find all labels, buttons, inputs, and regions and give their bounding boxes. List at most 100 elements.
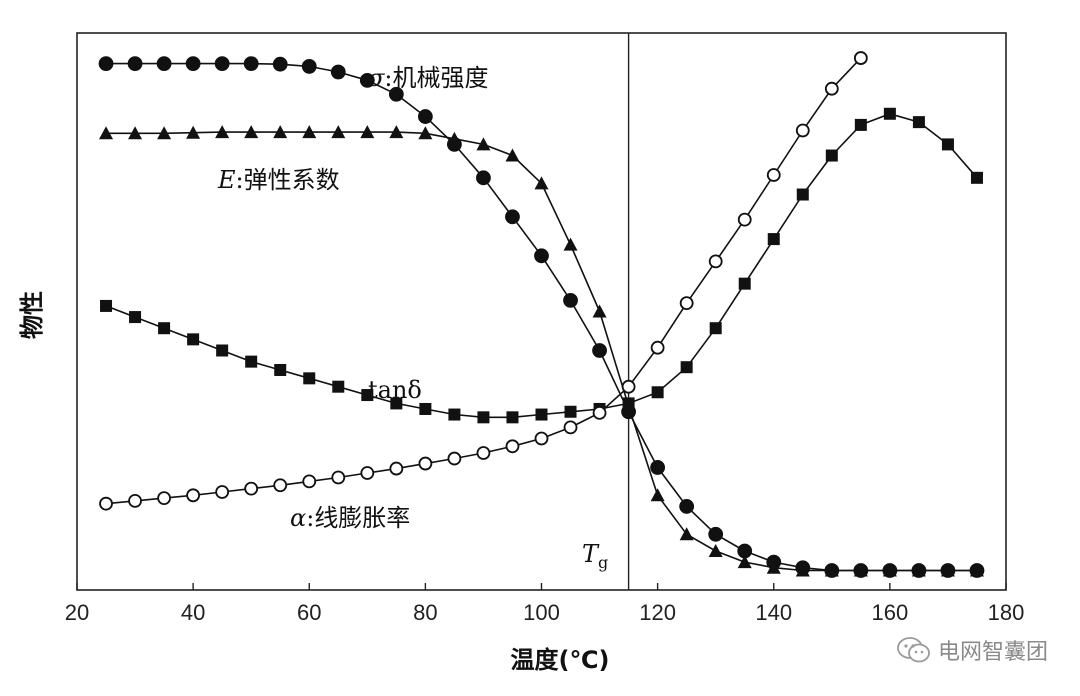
watermark: 电网智囊团 (896, 634, 1048, 666)
data-point-sigma (359, 72, 375, 88)
data-point-tan (564, 405, 577, 418)
data-point-alpha (273, 478, 288, 493)
x-tick-label: 40 (181, 600, 205, 625)
x-tick-label: 140 (755, 600, 792, 625)
data-point-tan (129, 311, 142, 324)
series-label-sigma-text: 机械强度 (392, 64, 488, 92)
data-point-E (273, 125, 288, 139)
series-layer (98, 51, 985, 578)
data-point-E (911, 563, 926, 577)
data-point-E (157, 126, 172, 140)
data-point-sigma (156, 56, 172, 72)
data-point-alpha (244, 481, 259, 496)
data-point-sigma (185, 56, 201, 72)
data-point-tan (622, 397, 635, 410)
data-point-tan (883, 107, 896, 120)
series-label-E-text: 弹性系数 (244, 166, 340, 194)
series-label-alpha-sep: : (306, 504, 314, 532)
data-point-tan (796, 188, 809, 201)
data-point-E (244, 125, 259, 139)
data-point-alpha (418, 456, 433, 471)
data-point-sigma (679, 499, 695, 514)
data-point-tan (709, 322, 722, 335)
y-axis-title: 物性 (18, 291, 46, 339)
series-line-tan (105, 113, 978, 419)
series-tan (100, 107, 983, 424)
data-point-alpha (853, 51, 868, 65)
tg-label: Tg (582, 540, 608, 572)
x-tick-label: 80 (413, 600, 437, 625)
data-point-alpha (360, 466, 375, 480)
data-point-alpha (621, 379, 636, 394)
data-point-E (882, 563, 897, 577)
data-point-sigma (388, 86, 404, 102)
data-point-tan (535, 408, 548, 421)
data-point-tan (245, 355, 258, 368)
data-point-E (708, 544, 723, 558)
data-point-sigma (563, 292, 578, 308)
data-point-tan (970, 171, 983, 184)
data-point-tan (680, 361, 693, 374)
data-point-alpha (99, 496, 113, 511)
data-point-E (650, 488, 665, 502)
data-point-alpha (128, 493, 142, 508)
series-E (99, 125, 984, 577)
data-point-E (795, 563, 810, 577)
data-point-tan (448, 408, 461, 421)
data-point-tan (390, 397, 403, 410)
series-label-E-symbol: E (217, 166, 236, 194)
data-point-alpha (302, 474, 317, 489)
data-point-E (766, 560, 781, 574)
data-point-sigma (417, 109, 433, 124)
x-axis: 20 40 60 80 100 120 140 160 180 (65, 583, 1025, 625)
data-point-E (302, 125, 317, 139)
data-point-E (505, 148, 520, 162)
data-point-E (418, 126, 433, 140)
series-line-E (106, 131, 977, 572)
series-label-sigma: σ:机械强度 (368, 64, 488, 92)
data-point-E (737, 555, 752, 569)
data-point-tan (361, 389, 374, 402)
data-point-alpha (824, 81, 839, 96)
data-point-tan (187, 333, 200, 346)
data-point-E (853, 563, 868, 577)
x-tick-label: 20 (65, 600, 89, 625)
data-point-alpha (795, 123, 810, 138)
data-point-E (534, 176, 549, 190)
data-point-alpha (331, 470, 346, 485)
data-point-tan (738, 277, 751, 290)
data-point-tan (332, 380, 345, 393)
x-tick-label: 180 (988, 600, 1025, 625)
data-point-tan (303, 372, 316, 385)
data-point-tan (274, 363, 287, 376)
data-point-alpha (157, 491, 171, 505)
data-point-alpha (708, 254, 723, 269)
data-point-alpha (389, 461, 404, 476)
data-point-tan (216, 344, 229, 357)
data-point-tan (651, 386, 664, 399)
data-point-E (563, 237, 578, 251)
data-point-sigma (592, 343, 607, 358)
data-point-E (389, 125, 404, 139)
data-point-E (331, 125, 346, 139)
data-point-alpha (447, 451, 462, 466)
data-point-alpha (476, 446, 491, 460)
series-label-tan: tanδ (368, 376, 422, 404)
data-point-sigma (534, 248, 549, 264)
data-point-tan (477, 411, 490, 424)
data-point-sigma (272, 56, 288, 72)
series-alpha (99, 51, 868, 511)
data-point-alpha (766, 168, 781, 182)
data-point-sigma (98, 56, 114, 72)
data-point-E (360, 125, 375, 139)
tg-label-sub: g (598, 553, 608, 572)
watermark-text: 电网智囊团 (937, 640, 1048, 665)
data-point-sigma (214, 56, 230, 72)
data-point-sigma (650, 460, 666, 475)
data-point-sigma (127, 56, 143, 72)
data-point-tan (825, 149, 838, 162)
x-tick-label: 100 (523, 600, 560, 625)
series-label-alpha: α:线膨胀率 (290, 504, 410, 532)
data-point-E (215, 125, 230, 139)
